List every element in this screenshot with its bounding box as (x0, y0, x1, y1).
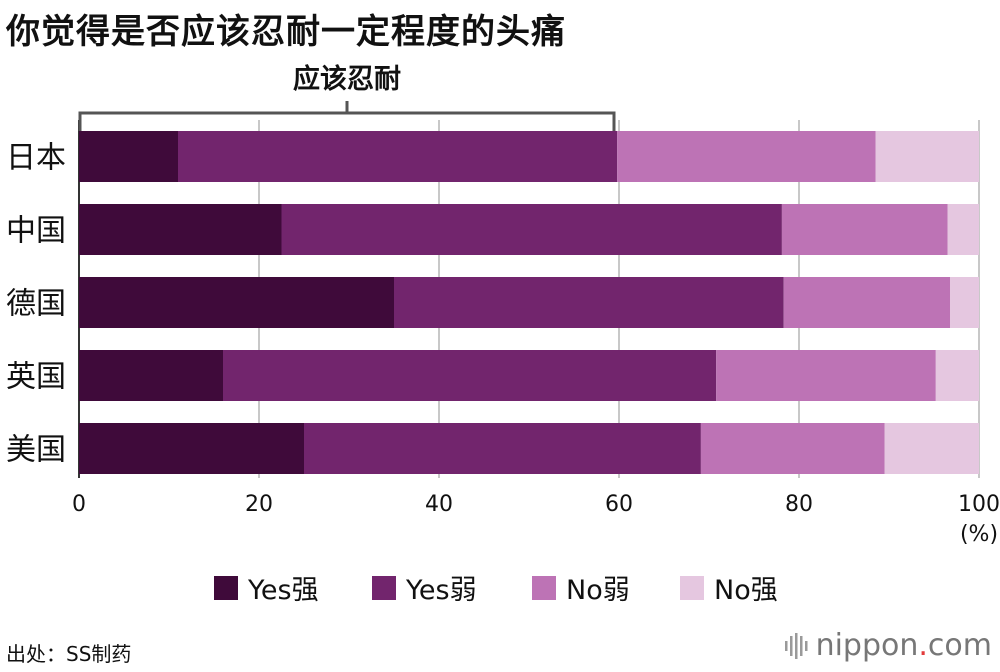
brand-dot: . (918, 628, 928, 663)
bar-segment (394, 277, 784, 328)
brand-mark-icon (784, 632, 808, 659)
x-tick-label: 80 (785, 492, 813, 517)
legend-item-yes-weak: Yes弱 (372, 568, 477, 607)
x-tick-label: 60 (605, 492, 633, 517)
category-label: 中国 (6, 214, 66, 249)
bar-segment (947, 204, 979, 255)
bracket-label: 应该忍耐 (293, 63, 401, 95)
source-note: 出处：SS制药 (6, 642, 132, 666)
legend-swatch-yes-strong (214, 575, 238, 600)
bar-segment (617, 131, 876, 182)
x-tick-label: 40 (425, 492, 453, 517)
bar-segment (783, 277, 951, 328)
legend-item-no-weak: No弱 (532, 568, 630, 607)
bar-segment (79, 423, 304, 474)
x-tick-label: 0 (72, 492, 86, 517)
bar-segment (700, 423, 885, 474)
chart-title: 你觉得是否应该忍耐一定程度的头痛 (6, 12, 566, 52)
bar-segment (223, 350, 717, 401)
legend: Yes强 Yes弱 No弱 No强 (0, 568, 1000, 608)
category-label: 日本 (6, 141, 66, 176)
legend-item-yes-strong: Yes强 (214, 568, 319, 607)
bar-segment (935, 350, 979, 401)
bar-segment (79, 350, 223, 401)
bar-segment (884, 423, 979, 474)
legend-swatch-no-weak (532, 575, 556, 600)
bar-segment (716, 350, 936, 401)
brand-tld: com (927, 628, 992, 663)
legend-label-yes-weak: Yes弱 (406, 575, 477, 606)
category-label: 美国 (6, 433, 66, 468)
bar-segment (781, 204, 948, 255)
brand-name: nippon (815, 628, 919, 663)
bar-segment (304, 423, 701, 474)
bar-segment (950, 277, 979, 328)
bar-segment (79, 277, 394, 328)
category-label: 英国 (6, 360, 66, 395)
x-tick-label: 100 (958, 492, 1000, 517)
legend-swatch-yes-weak (372, 575, 396, 600)
bar-segment (79, 204, 282, 255)
bar-segment (875, 131, 979, 182)
bar-segment (79, 131, 178, 182)
x-unit-label: (%) (960, 522, 998, 547)
legend-item-no-strong: No强 (680, 568, 778, 607)
bracket-line (78, 111, 616, 131)
legend-label-no-strong: No强 (714, 575, 778, 606)
category-label: 德国 (6, 287, 66, 322)
legend-label-no-weak: No弱 (566, 575, 630, 606)
nippon-logo[interactable]: nippon. com (784, 628, 992, 663)
bar-segment (178, 131, 618, 182)
legend-swatch-no-strong (680, 575, 704, 600)
legend-label-yes-strong: Yes强 (248, 575, 319, 606)
bar-segment (281, 204, 782, 255)
x-tick-label: 20 (245, 492, 273, 517)
